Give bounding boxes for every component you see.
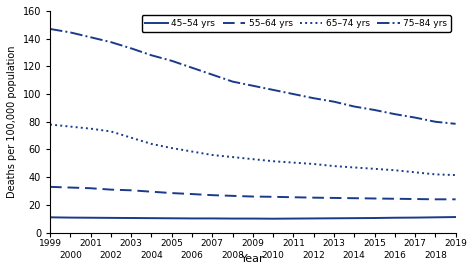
45–54 yrs — [67, 216, 73, 219]
45–54 yrs — [250, 217, 255, 220]
75–84 yrs — [453, 122, 458, 125]
65–74 yrs — [148, 142, 154, 146]
55–64 yrs — [392, 197, 398, 200]
65–74 yrs — [291, 161, 296, 164]
75–84 yrs — [392, 112, 398, 116]
45–54 yrs — [291, 217, 296, 220]
75–84 yrs — [230, 80, 236, 83]
55–64 yrs — [169, 191, 174, 195]
75–84 yrs — [412, 116, 418, 119]
Y-axis label: Deaths per 100,000 population: Deaths per 100,000 population — [7, 46, 17, 198]
55–64 yrs — [311, 196, 317, 199]
45–54 yrs — [453, 215, 458, 219]
55–64 yrs — [270, 195, 276, 198]
55–64 yrs — [453, 198, 458, 201]
55–64 yrs — [230, 194, 236, 198]
75–84 yrs — [169, 59, 174, 62]
55–64 yrs — [351, 196, 357, 200]
65–74 yrs — [351, 166, 357, 169]
X-axis label: Year: Year — [241, 254, 264, 264]
75–84 yrs — [291, 92, 296, 96]
55–64 yrs — [148, 190, 154, 193]
45–54 yrs — [128, 216, 134, 220]
Line: 55–64 yrs: 55–64 yrs — [50, 187, 456, 199]
55–64 yrs — [128, 189, 134, 192]
55–64 yrs — [250, 195, 255, 198]
45–54 yrs — [392, 216, 398, 219]
65–74 yrs — [88, 127, 93, 130]
45–54 yrs — [88, 216, 93, 219]
65–74 yrs — [250, 157, 255, 161]
65–74 yrs — [169, 146, 174, 150]
45–54 yrs — [210, 217, 215, 220]
Line: 45–54 yrs: 45–54 yrs — [50, 217, 456, 219]
75–84 yrs — [331, 100, 337, 103]
65–74 yrs — [311, 162, 317, 166]
75–84 yrs — [189, 66, 195, 69]
65–74 yrs — [47, 123, 53, 126]
45–54 yrs — [148, 217, 154, 220]
45–54 yrs — [47, 216, 53, 219]
65–74 yrs — [372, 167, 377, 170]
65–74 yrs — [189, 150, 195, 153]
45–54 yrs — [108, 216, 114, 220]
65–74 yrs — [108, 130, 114, 133]
75–84 yrs — [351, 105, 357, 108]
45–54 yrs — [189, 217, 195, 220]
55–64 yrs — [47, 185, 53, 188]
Line: 65–74 yrs: 65–74 yrs — [50, 124, 456, 175]
75–84 yrs — [372, 108, 377, 112]
75–84 yrs — [108, 40, 114, 44]
75–84 yrs — [250, 84, 255, 87]
Legend: 45–54 yrs, 55–64 yrs, 65–74 yrs, 75–84 yrs: 45–54 yrs, 55–64 yrs, 65–74 yrs, 75–84 y… — [142, 15, 451, 32]
65–74 yrs — [230, 156, 236, 159]
75–84 yrs — [311, 96, 317, 100]
75–84 yrs — [67, 31, 73, 34]
Line: 75–84 yrs: 75–84 yrs — [50, 29, 456, 124]
65–74 yrs — [210, 153, 215, 157]
55–64 yrs — [88, 187, 93, 190]
75–84 yrs — [270, 88, 276, 92]
65–74 yrs — [412, 171, 418, 174]
75–84 yrs — [432, 120, 438, 123]
65–74 yrs — [128, 136, 134, 139]
75–84 yrs — [148, 54, 154, 57]
55–64 yrs — [67, 186, 73, 189]
45–54 yrs — [412, 216, 418, 219]
45–54 yrs — [331, 217, 337, 220]
55–64 yrs — [189, 192, 195, 196]
55–64 yrs — [372, 197, 377, 200]
65–74 yrs — [453, 173, 458, 177]
45–54 yrs — [230, 217, 236, 220]
65–74 yrs — [67, 125, 73, 128]
65–74 yrs — [331, 164, 337, 168]
75–84 yrs — [128, 47, 134, 50]
55–64 yrs — [291, 196, 296, 199]
55–64 yrs — [108, 188, 114, 191]
65–74 yrs — [392, 169, 398, 172]
45–54 yrs — [351, 217, 357, 220]
65–74 yrs — [432, 173, 438, 176]
45–54 yrs — [169, 217, 174, 220]
75–84 yrs — [88, 36, 93, 39]
45–54 yrs — [270, 217, 276, 220]
45–54 yrs — [432, 216, 438, 219]
65–74 yrs — [270, 160, 276, 163]
55–64 yrs — [331, 196, 337, 199]
55–64 yrs — [432, 198, 438, 201]
55–64 yrs — [210, 193, 215, 197]
45–54 yrs — [311, 217, 317, 220]
45–54 yrs — [372, 216, 377, 220]
75–84 yrs — [210, 73, 215, 76]
75–84 yrs — [47, 27, 53, 31]
55–64 yrs — [412, 197, 418, 201]
